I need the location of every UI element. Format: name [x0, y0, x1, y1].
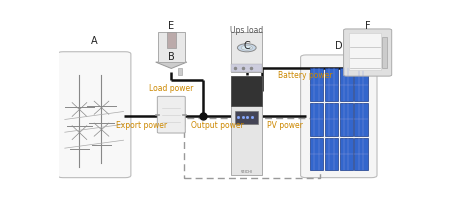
Circle shape	[241, 46, 252, 51]
Text: VEICHI: VEICHI	[241, 170, 253, 173]
Bar	[235, 112, 258, 124]
Text: Output power: Output power	[191, 120, 244, 129]
Text: Load power: Load power	[149, 84, 193, 93]
Text: Battery power: Battery power	[278, 71, 333, 80]
Bar	[184, 118, 320, 179]
Bar	[325, 138, 338, 171]
Text: C: C	[243, 40, 250, 50]
Bar	[325, 103, 338, 136]
Bar	[157, 33, 185, 63]
FancyBboxPatch shape	[344, 30, 392, 77]
Text: D: D	[335, 40, 342, 50]
Bar	[310, 103, 323, 136]
Text: Ups load: Ups load	[230, 26, 263, 35]
FancyBboxPatch shape	[301, 56, 377, 178]
Text: PV power: PV power	[267, 120, 303, 129]
Bar	[355, 69, 368, 102]
Bar	[310, 138, 323, 171]
Bar	[325, 69, 338, 102]
Bar	[310, 69, 323, 102]
Bar	[231, 107, 262, 176]
Polygon shape	[155, 63, 187, 69]
Bar	[339, 138, 353, 171]
Text: A: A	[91, 36, 98, 46]
Bar	[339, 103, 353, 136]
Bar	[231, 33, 263, 72]
Text: F: F	[365, 21, 371, 31]
Bar	[355, 103, 368, 136]
Bar	[355, 138, 368, 171]
Bar	[382, 37, 387, 69]
Bar	[167, 33, 176, 49]
FancyBboxPatch shape	[157, 97, 185, 133]
Bar	[178, 68, 182, 75]
Circle shape	[237, 44, 256, 53]
Text: E: E	[168, 21, 174, 31]
Bar	[231, 77, 262, 107]
Text: Export power: Export power	[116, 120, 167, 129]
Bar	[231, 65, 263, 72]
Bar	[349, 34, 382, 71]
Text: B: B	[168, 52, 174, 61]
Bar	[339, 69, 353, 102]
FancyBboxPatch shape	[57, 53, 131, 178]
